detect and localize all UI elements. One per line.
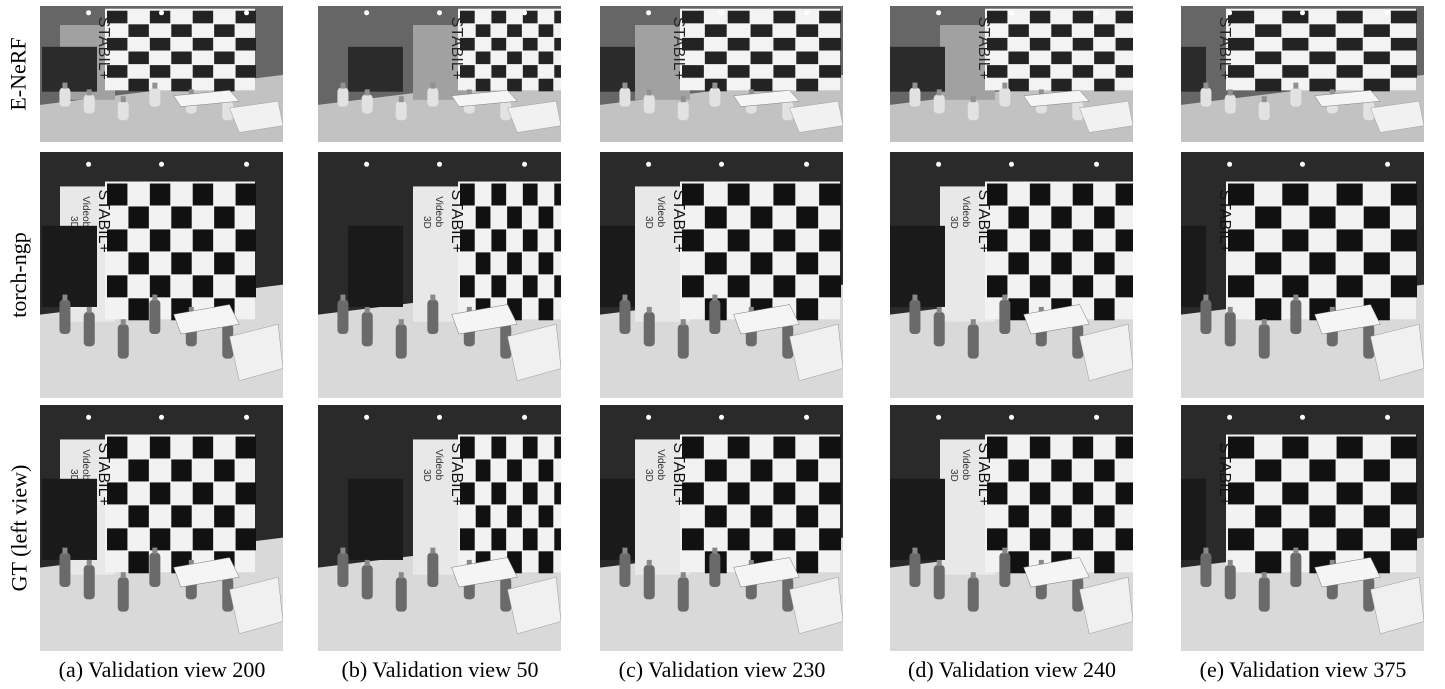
svg-text:STABIL+: STABIL+ xyxy=(95,443,112,506)
row-label-text: GT (left view) xyxy=(6,464,32,592)
panel-enerf-view-50: STABIL+ xyxy=(318,6,561,142)
panel-gt-view-375: STABIL+ xyxy=(1181,405,1424,651)
svg-text:3D: 3D xyxy=(643,469,654,482)
caption-view-200: (a) Validation view 200 xyxy=(58,657,266,682)
svg-text:3D: 3D xyxy=(421,469,432,482)
panel-torch-ngp-view-375: STABIL+ xyxy=(1181,152,1424,398)
svg-text:STABIL+: STABIL+ xyxy=(1216,190,1233,253)
svg-text:3D: 3D xyxy=(643,216,654,229)
scene-image: STABIL+ xyxy=(318,6,561,142)
panel-gt-view-230: Videob 3D STABIL+ xyxy=(600,405,843,651)
panel-enerf-view-200: STABIL+ xyxy=(40,6,283,142)
svg-text:Videob: Videob xyxy=(655,196,666,227)
svg-text:STABIL+: STABIL+ xyxy=(1216,17,1233,80)
scene-image: STABIL+ xyxy=(40,6,283,142)
svg-text:Videob: Videob xyxy=(80,196,91,227)
scene-image: STABIL+ xyxy=(1181,152,1424,398)
svg-text:3D: 3D xyxy=(948,469,959,482)
row-label-text: E-NeRF xyxy=(6,37,32,111)
scene-image: STABIL+ xyxy=(600,6,843,142)
panel-enerf-view-240: STABIL+ xyxy=(890,6,1133,142)
panel-torch-ngp-view-50: Videob 3D STABIL+ xyxy=(318,152,561,398)
scene-image: STABIL+ xyxy=(1181,405,1424,651)
svg-text:STABIL+: STABIL+ xyxy=(670,17,687,80)
panel-enerf-view-230: STABIL+ xyxy=(600,6,843,142)
scene-image: STABIL+ xyxy=(890,6,1133,142)
svg-text:STABIL+: STABIL+ xyxy=(975,443,992,506)
svg-text:STABIL+: STABIL+ xyxy=(448,190,465,253)
svg-text:STABIL+: STABIL+ xyxy=(975,190,992,253)
svg-text:Videob: Videob xyxy=(960,196,971,227)
caption-view-230: (c) Validation view 230 xyxy=(618,657,826,682)
svg-text:STABIL+: STABIL+ xyxy=(448,17,465,80)
svg-text:3D: 3D xyxy=(68,216,79,229)
panel-gt-view-240: Videob 3D STABIL+ xyxy=(890,405,1133,651)
panel-torch-ngp-view-240: Videob 3D STABIL+ xyxy=(890,152,1133,398)
svg-text:Videob: Videob xyxy=(655,449,666,480)
row-label-text: torch-ngp xyxy=(6,232,31,318)
panel-gt-view-200: Videob 3D STABIL+ xyxy=(40,405,283,651)
row-label-torch-ngp: torch-ngp xyxy=(0,152,38,398)
caption-view-50: (b) Validation view 50 xyxy=(341,657,539,682)
svg-text:STABIL+: STABIL+ xyxy=(670,190,687,253)
row-label-gt: GT (left view) xyxy=(0,405,38,651)
caption-view-375: (e) Validation view 375 xyxy=(1199,657,1407,682)
svg-text:STABIL+: STABIL+ xyxy=(670,443,687,506)
svg-text:STABIL+: STABIL+ xyxy=(448,443,465,506)
panel-torch-ngp-view-200: Videob 3D STABIL+ xyxy=(40,152,283,398)
svg-text:3D: 3D xyxy=(68,469,79,482)
svg-text:STABIL+: STABIL+ xyxy=(975,17,992,80)
panel-torch-ngp-view-230: Videob 3D STABIL+ xyxy=(600,152,843,398)
svg-text:3D: 3D xyxy=(948,216,959,229)
svg-text:Videob: Videob xyxy=(80,449,91,480)
svg-text:STABIL+: STABIL+ xyxy=(95,190,112,253)
svg-text:STABIL+: STABIL+ xyxy=(1216,443,1233,506)
svg-text:Videob: Videob xyxy=(433,196,444,227)
svg-text:Videob: Videob xyxy=(960,449,971,480)
svg-text:3D: 3D xyxy=(421,216,432,229)
panel-enerf-view-375: STABIL+ xyxy=(1181,6,1424,142)
scene-image: STABIL+ xyxy=(1181,6,1424,142)
caption-view-240: (d) Validation view 240 xyxy=(908,657,1116,682)
svg-text:STABIL+: STABIL+ xyxy=(95,17,112,80)
row-label-enerf: E-NeRF xyxy=(0,6,38,142)
svg-text:Videob: Videob xyxy=(433,449,444,480)
panel-gt-view-50: Videob 3D STABIL+ xyxy=(318,405,561,651)
